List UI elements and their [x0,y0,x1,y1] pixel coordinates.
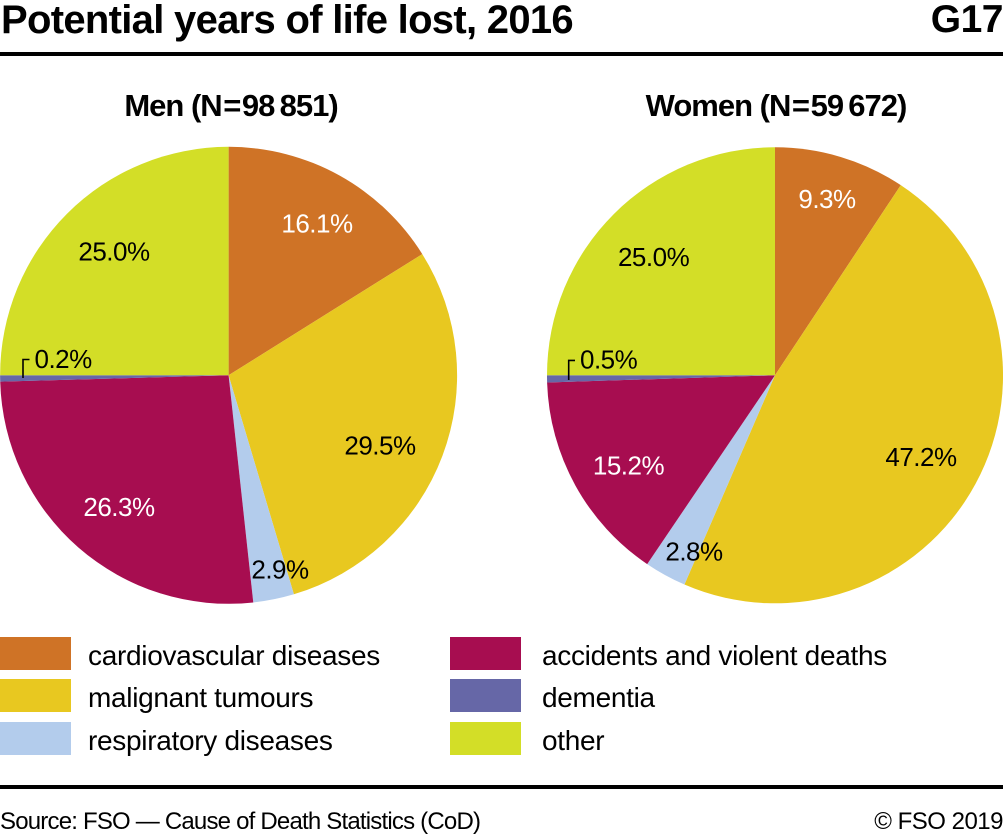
svg-text:29.5%: 29.5% [344,431,416,461]
svg-text:47.2%: 47.2% [885,442,957,472]
svg-text:15.2%: 15.2% [593,451,665,481]
svg-text:25.0%: 25.0% [618,242,690,272]
svg-text:9.3%: 9.3% [798,184,856,214]
svg-text:0.5%: 0.5% [580,344,638,374]
svg-text:0.2%: 0.2% [35,344,93,374]
svg-text:2.9%: 2.9% [251,555,309,585]
svg-text:2.8%: 2.8% [665,536,723,566]
svg-text:16.1%: 16.1% [281,208,353,238]
svg-text:25.0%: 25.0% [78,236,150,266]
svg-text:26.3%: 26.3% [83,492,155,522]
